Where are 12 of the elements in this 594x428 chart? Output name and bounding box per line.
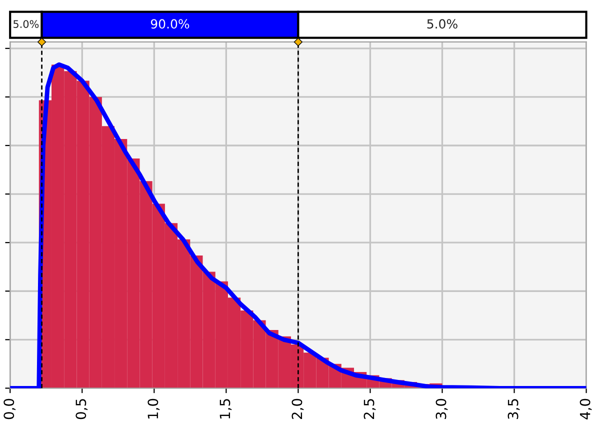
x-tick-label: 2,5 bbox=[364, 399, 376, 419]
x-tick-label: 1,0 bbox=[148, 398, 160, 418]
x-tick-label: 1,5 bbox=[220, 399, 232, 418]
x-tick-label: 2,0 bbox=[292, 398, 304, 419]
x-tick-label: 3,5 bbox=[508, 399, 520, 419]
text: 5.0% bbox=[427, 19, 458, 29]
x-tick-label: 0,5 bbox=[76, 399, 88, 420]
text: 90.0% bbox=[150, 19, 190, 29]
x-tick-label: 0,0 bbox=[4, 398, 16, 420]
x-tick-label: 3,0 bbox=[436, 398, 448, 419]
text: 5.0% bbox=[14, 20, 39, 28]
x-tick-label: 4,0 bbox=[580, 398, 592, 420]
